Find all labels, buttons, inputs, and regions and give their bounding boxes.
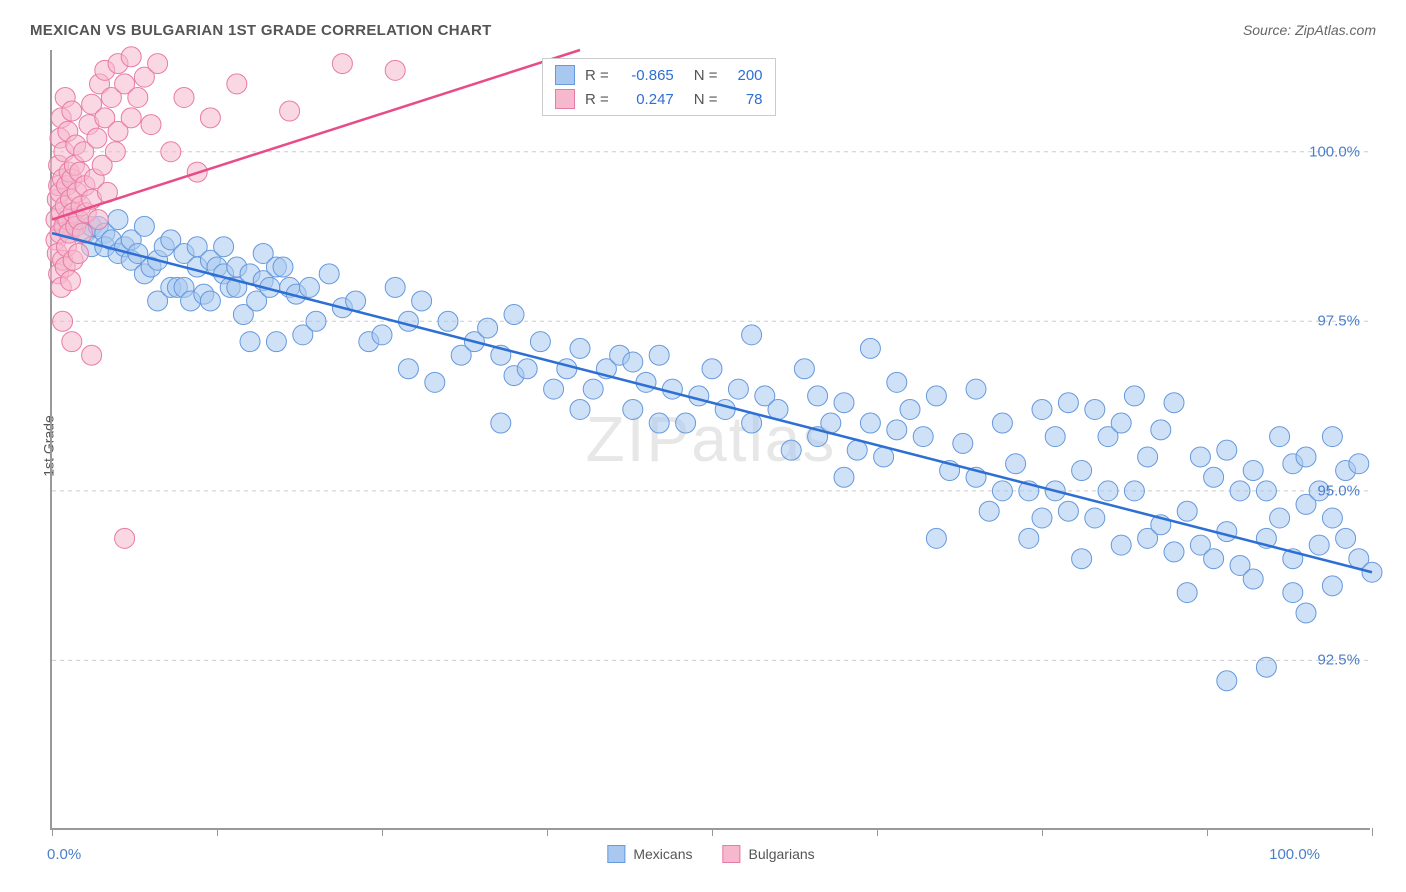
r-label: R = <box>585 67 609 84</box>
x-tick <box>382 828 383 836</box>
stats-legend: R = -0.865 N = 200 R = 0.247 N = 78 <box>542 58 776 116</box>
legend-label: Bulgarians <box>748 846 814 862</box>
swatch-icon <box>607 845 625 863</box>
x-tick <box>712 828 713 836</box>
line-layer <box>52 50 1370 828</box>
r-value: 0.247 <box>619 91 674 108</box>
y-tick-label: 100.0% <box>1309 143 1360 160</box>
swatch-icon <box>722 845 740 863</box>
x-tick <box>1042 828 1043 836</box>
y-tick-label: 92.5% <box>1317 652 1360 669</box>
legend-bottom: Mexicans Bulgarians <box>607 845 814 863</box>
x-tick <box>547 828 548 836</box>
stats-row: R = -0.865 N = 200 <box>555 63 763 87</box>
r-value: -0.865 <box>619 67 674 84</box>
n-label: N = <box>694 67 718 84</box>
y-tick-label: 95.0% <box>1317 482 1360 499</box>
swatch-icon <box>555 89 575 109</box>
n-value: 200 <box>728 67 763 84</box>
chart-title: MEXICAN VS BULGARIAN 1ST GRADE CORRELATI… <box>30 22 492 39</box>
legend-item-bulgarians: Bulgarians <box>722 845 814 863</box>
y-tick-label: 97.5% <box>1317 313 1360 330</box>
r-label: R = <box>585 91 609 108</box>
stats-row: R = 0.247 N = 78 <box>555 87 763 111</box>
x-tick <box>1207 828 1208 836</box>
source-label: Source: ZipAtlas.com <box>1243 22 1376 38</box>
x-tick <box>217 828 218 836</box>
x-axis-min-label: 0.0% <box>47 846 81 863</box>
x-tick <box>1372 828 1373 836</box>
plot-area: ZIPatlas 92.5%95.0%97.5%100.0% 0.0% 100.… <box>50 50 1370 830</box>
legend-label: Mexicans <box>633 846 692 862</box>
n-label: N = <box>694 91 718 108</box>
n-value: 78 <box>728 91 763 108</box>
swatch-icon <box>555 65 575 85</box>
legend-item-mexicans: Mexicans <box>607 845 692 863</box>
x-axis-max-label: 100.0% <box>1269 846 1320 863</box>
x-tick <box>52 828 53 836</box>
x-tick <box>877 828 878 836</box>
